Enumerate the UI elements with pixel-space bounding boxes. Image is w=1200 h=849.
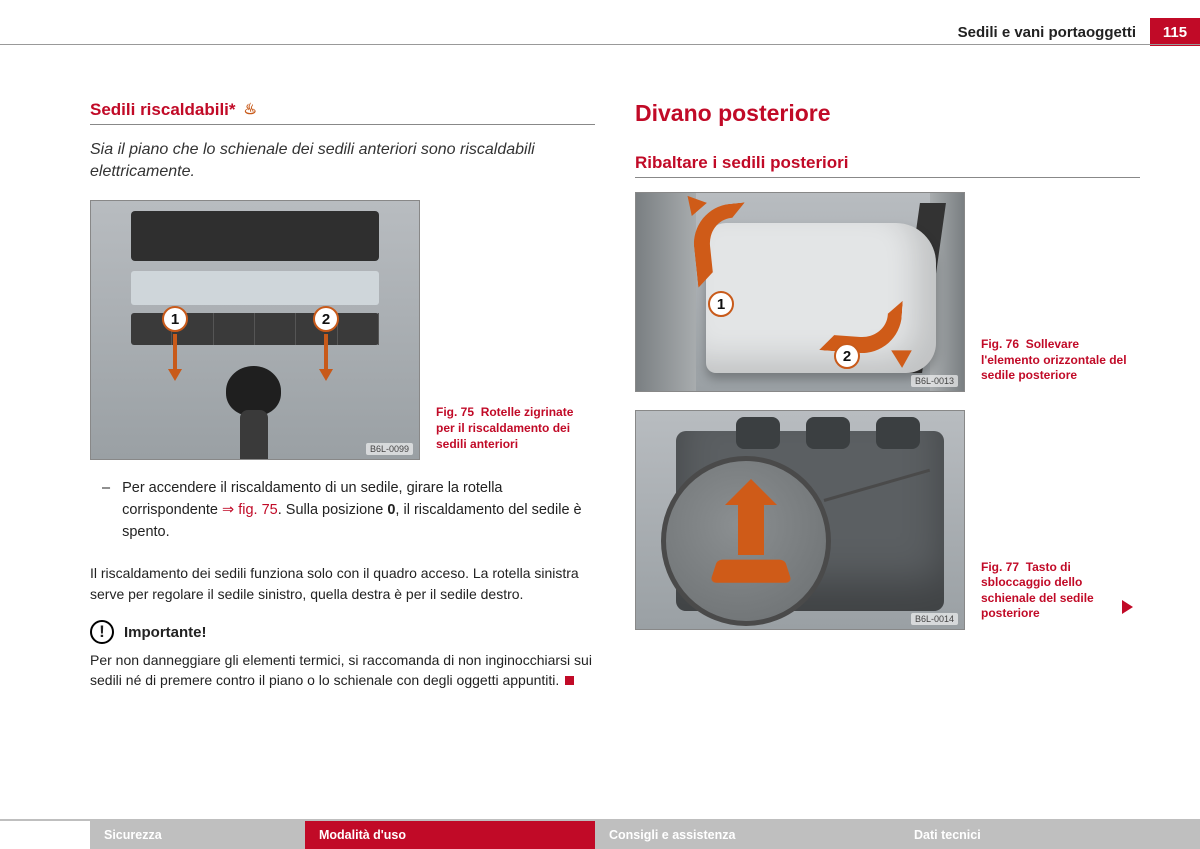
- figure-76-row: 1 2 B6L-0013 Fig. 76 Sollevare l'element…: [635, 192, 1140, 392]
- heated-seat-icon: ♨: [244, 100, 257, 118]
- release-arrow-icon: [738, 499, 764, 555]
- instruction-bullet: – Per accendere il riscaldamento di un s…: [90, 478, 595, 543]
- heading-rear-bench: Divano posteriore: [635, 100, 1140, 127]
- important-icon: !: [90, 620, 114, 644]
- left-column: Sedili riscaldabili* ♨ Sia il piano che …: [90, 100, 595, 707]
- figure-76-caption: Fig. 76 Sollevare l'elemento orizzontale…: [981, 337, 1131, 384]
- footer-tab-dati[interactable]: Dati tecnici: [900, 819, 1200, 849]
- heading-text: Sedili riscaldabili*: [90, 100, 236, 120]
- right-column: Divano posteriore Ribaltare i sedili pos…: [635, 100, 1140, 707]
- header-rule: [0, 44, 1200, 45]
- figure-75-caption: Fig. 75 Rotelle zigrinate per il riscald…: [436, 405, 586, 452]
- footer-tab-sicurezza[interactable]: Sicurezza: [90, 819, 305, 849]
- footer-tab-modalita[interactable]: Modalità d'uso: [305, 819, 595, 849]
- figure-75-image: 1 2 B6L-0099: [90, 200, 420, 460]
- figure-75-row: 1 2 B6L-0099 Fig. 75 Rotelle zigrinate p…: [90, 200, 595, 460]
- figure-77-row: B6L-0014 Fig. 77 Tasto di sbloccaggio de…: [635, 410, 1140, 630]
- figure-77-code: B6L-0014: [911, 613, 958, 625]
- bullet-dash: –: [102, 478, 110, 543]
- footer-tab-consigli[interactable]: Consigli e assistenza: [595, 819, 900, 849]
- figure-76-image: 1 2 B6L-0013: [635, 192, 965, 392]
- footer-spacer: [0, 819, 90, 849]
- fig-ref-link[interactable]: ⇒ fig. 75: [222, 502, 278, 518]
- note-body: Per non danneggiare gli elementi termici…: [90, 650, 595, 691]
- arrow-1-icon: [690, 202, 753, 287]
- note-heading-row: ! Importante!: [90, 620, 595, 644]
- bullet-text: Per accendere il riscaldamento di un sed…: [122, 478, 595, 543]
- callout-1: 1: [162, 306, 188, 332]
- page-header: Sedili e vani portaoggetti 115: [958, 18, 1200, 46]
- continue-arrow-icon: [1122, 600, 1133, 614]
- body-paragraph: Il riscaldamento dei sedili funziona sol…: [90, 563, 595, 604]
- page-number: 115: [1150, 18, 1200, 46]
- subtitle-heated-seats: Sia il piano che lo schienale dei sedili…: [90, 139, 595, 182]
- callout-1b: 1: [708, 291, 734, 317]
- heading-fold-rear-seats: Ribaltare i sedili posteriori: [635, 153, 1140, 178]
- content-area: Sedili riscaldabili* ♨ Sia il piano che …: [90, 100, 1140, 707]
- callout-2b: 2: [834, 343, 860, 369]
- figure-76-code: B6L-0013: [911, 375, 958, 387]
- callout-2: 2: [313, 306, 339, 332]
- end-of-section-icon: [565, 676, 574, 685]
- figure-75-code: B6L-0099: [366, 443, 413, 455]
- zoom-circle: [661, 456, 831, 626]
- footer-nav: Sicurezza Modalità d'uso Consigli e assi…: [0, 819, 1200, 849]
- note-title: Importante!: [124, 624, 207, 641]
- chapter-title: Sedili e vani portaoggetti: [958, 24, 1136, 41]
- figure-77-image: B6L-0014: [635, 410, 965, 630]
- heading-heated-seats: Sedili riscaldabili* ♨: [90, 100, 595, 125]
- figure-77-caption: Fig. 77 Tasto di sbloccaggio dello schie…: [981, 560, 1131, 622]
